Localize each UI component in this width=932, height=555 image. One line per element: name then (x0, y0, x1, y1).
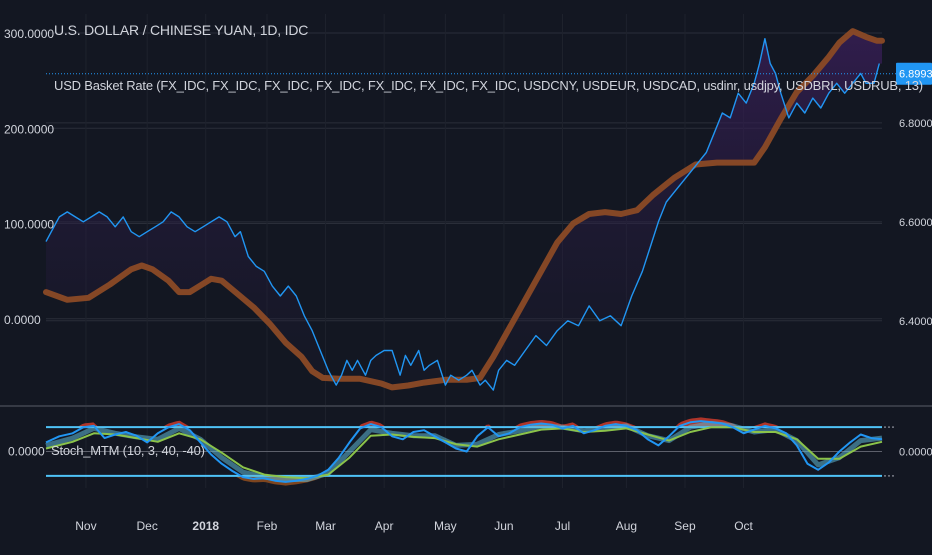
x-axis-tick-label: May (434, 519, 457, 533)
oversold-fill (46, 475, 882, 486)
last-price-badge (896, 62, 932, 85)
left-axis-tick-label: 200.0000 (4, 122, 54, 136)
x-axis-tick-label: Jul (555, 519, 570, 533)
x-axis-tick-label: Aug (616, 519, 637, 533)
osc-left-tick-label: 0.0000 (8, 445, 45, 459)
oscillator-panel (45, 417, 896, 486)
right-axis-tick-label: 6.8000 (899, 118, 932, 130)
left-axis-tick-label: 0.0000 (4, 313, 41, 327)
x-axis-tick-label: Oct (734, 519, 753, 533)
right-axis-tick-label: 6.6000 (899, 217, 932, 229)
left-axis-tick-label: 100.0000 (4, 218, 54, 232)
x-axis-tick-label: Jun (494, 519, 513, 533)
x-axis-tick-label: Apr (375, 519, 394, 533)
right-axis-tick-label: 6.4000 (899, 316, 932, 328)
axes-layer: 300.0000 200.0000 100.0000 0.0000 6.8000 6.60… (4, 27, 932, 533)
osc-momentum-line (45, 420, 883, 483)
osc-signal-line (45, 426, 883, 480)
x-axis-tick-label: Sep (674, 519, 696, 533)
x-axis-tick-label: Mar (315, 519, 336, 533)
grid-layer (0, 14, 932, 488)
usdcny-price-line (45, 38, 880, 391)
x-axis-tick-label: 2018 (192, 519, 219, 533)
x-axis-tick-label: Nov (75, 519, 96, 533)
usd-basket-rate-line (43, 28, 885, 391)
left-axis-tick-label: 300.0000 (4, 27, 54, 41)
main-panel (43, 28, 896, 391)
chart-title: U.S. DOLLAR / CHINESE YUAN, 1D, IDC (54, 22, 309, 38)
spread-fill-area (46, 31, 882, 389)
x-axis-tick-label: Feb (257, 519, 278, 533)
x-axis-tick-label: Dec (137, 519, 158, 533)
oscillator-label: Stoch_MTM (10, 3, 40, -40) (51, 443, 205, 458)
indicator-label: USD Basket Rate (FX_IDC, FX_IDC, FX_IDC,… (54, 78, 923, 93)
last-price-badge-label: 6.8993 (899, 69, 932, 81)
osc-right-tick-label: 0.0000 (899, 447, 932, 459)
